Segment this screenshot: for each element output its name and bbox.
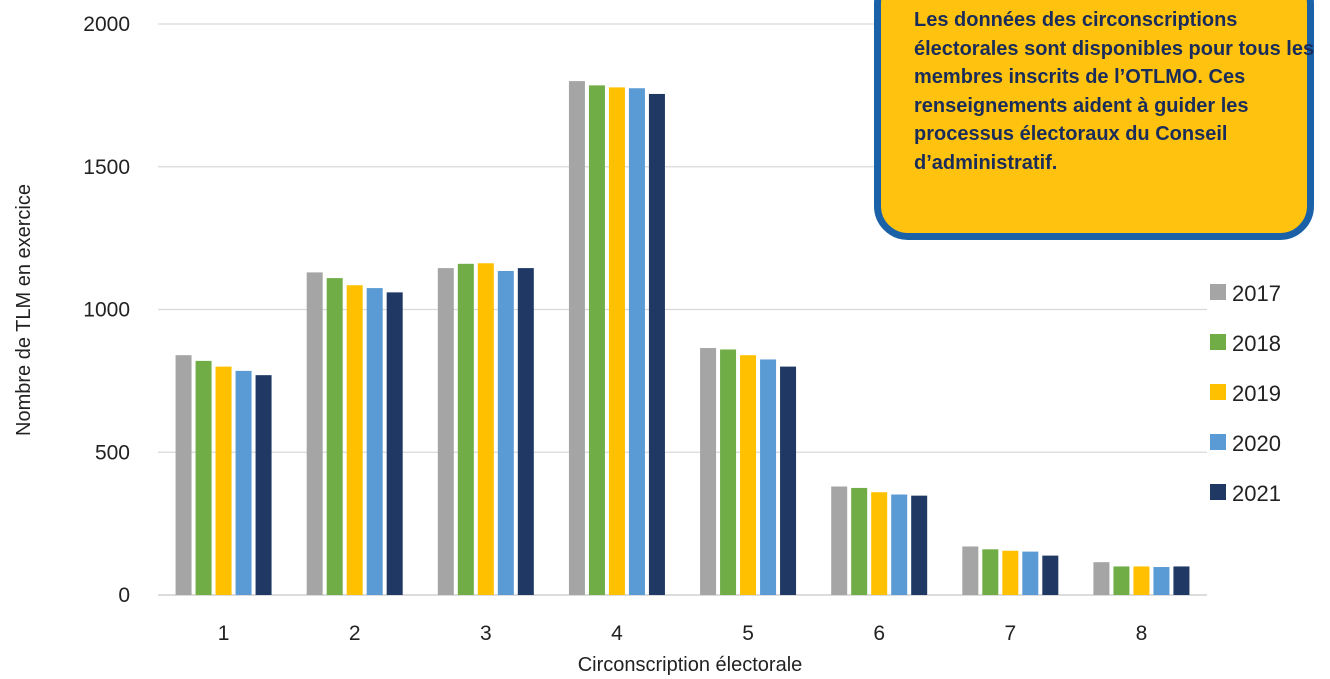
bar-2019-circ-5 bbox=[740, 355, 757, 595]
bars bbox=[175, 81, 1190, 596]
legend-label-2020: 2020 bbox=[1232, 431, 1281, 456]
bar-2019-circ-4 bbox=[608, 87, 625, 596]
bar-2020-circ-3 bbox=[497, 270, 514, 595]
bar-2021-circ-2 bbox=[386, 292, 403, 595]
y-axis-title: Nombre de TLM en exercice bbox=[13, 184, 35, 436]
y-tick-label: 0 bbox=[118, 584, 130, 607]
x-tick-label: 8 bbox=[1136, 622, 1148, 645]
x-tick-label: 2 bbox=[349, 622, 361, 645]
x-axis-ticks: 1 2 3 4 5 6 7 8 bbox=[218, 622, 1148, 645]
x-tick-label: 7 bbox=[1004, 622, 1016, 645]
bar-2018-circ-5 bbox=[720, 349, 737, 595]
bar-2017-circ-1 bbox=[175, 355, 192, 595]
bar-2020-circ-4 bbox=[628, 88, 645, 596]
annotation-callout bbox=[874, 0, 1314, 240]
bar-2021-circ-6 bbox=[911, 495, 928, 595]
legend-swatch-2020 bbox=[1210, 434, 1226, 450]
bar-2020-circ-6 bbox=[891, 494, 908, 595]
legend-label-2018: 2018 bbox=[1232, 331, 1281, 356]
x-tick-label: 6 bbox=[873, 622, 885, 645]
bar-2020-circ-5 bbox=[760, 359, 777, 595]
bar-2020-circ-2 bbox=[366, 288, 383, 595]
bar-2019-circ-1 bbox=[215, 366, 232, 595]
bar-2018-circ-8 bbox=[1113, 566, 1130, 595]
x-tick-label: 4 bbox=[611, 622, 623, 645]
bar-2017-circ-6 bbox=[831, 486, 848, 595]
legend-label-2017: 2017 bbox=[1232, 281, 1281, 306]
bar-2020-circ-1 bbox=[235, 370, 252, 595]
bar-2018-circ-7 bbox=[982, 549, 999, 595]
legend: 2017 2018 2019 2020 2021 bbox=[1210, 281, 1281, 506]
bar-2018-circ-1 bbox=[195, 360, 212, 595]
bar-2017-circ-2 bbox=[306, 272, 323, 595]
legend-swatch-2017 bbox=[1210, 284, 1226, 300]
bar-2017-circ-4 bbox=[568, 81, 585, 596]
y-axis-ticks: 0 500 1000 1500 2000 bbox=[83, 13, 130, 607]
legend-swatch-2021 bbox=[1210, 484, 1226, 500]
bar-2021-circ-7 bbox=[1042, 555, 1059, 595]
x-tick-label: 5 bbox=[742, 622, 754, 645]
bar-2019-circ-8 bbox=[1133, 566, 1150, 595]
legend-label-2019: 2019 bbox=[1232, 381, 1281, 406]
bar-2020-circ-8 bbox=[1153, 567, 1170, 595]
bar-2018-circ-2 bbox=[326, 278, 343, 595]
legend-label-2021: 2021 bbox=[1232, 481, 1281, 506]
bar-2019-circ-2 bbox=[346, 285, 363, 595]
bar-2021-circ-1 bbox=[255, 375, 272, 595]
y-tick-label: 1500 bbox=[83, 156, 130, 179]
bar-2018-circ-6 bbox=[851, 487, 868, 595]
bar-2017-circ-7 bbox=[962, 546, 979, 595]
x-tick-label: 3 bbox=[480, 622, 492, 645]
bar-2021-circ-8 bbox=[1173, 566, 1190, 595]
bar-2021-circ-4 bbox=[648, 93, 665, 595]
x-tick-label: 1 bbox=[218, 622, 230, 645]
bar-2021-circ-5 bbox=[780, 366, 797, 595]
bar-2017-circ-3 bbox=[437, 268, 454, 595]
y-tick-label: 2000 bbox=[83, 13, 130, 36]
bar-2020-circ-7 bbox=[1022, 551, 1039, 595]
bar-2019-circ-7 bbox=[1002, 550, 1019, 595]
bar-2019-circ-3 bbox=[477, 263, 494, 595]
bar-2017-circ-8 bbox=[1093, 562, 1110, 595]
y-tick-label: 500 bbox=[95, 441, 130, 464]
y-tick-label: 1000 bbox=[83, 299, 130, 322]
legend-swatch-2018 bbox=[1210, 334, 1226, 350]
bar-2017-circ-5 bbox=[700, 348, 717, 595]
bar-2021-circ-3 bbox=[517, 268, 534, 595]
bar-2018-circ-4 bbox=[588, 85, 605, 595]
bar-2019-circ-6 bbox=[871, 492, 888, 595]
annotation-text: Les données des circonscriptions élector… bbox=[914, 9, 1315, 174]
bar-2018-circ-3 bbox=[457, 263, 474, 595]
x-axis-title: Circonscription électorale bbox=[578, 654, 803, 676]
legend-swatch-2019 bbox=[1210, 384, 1226, 400]
